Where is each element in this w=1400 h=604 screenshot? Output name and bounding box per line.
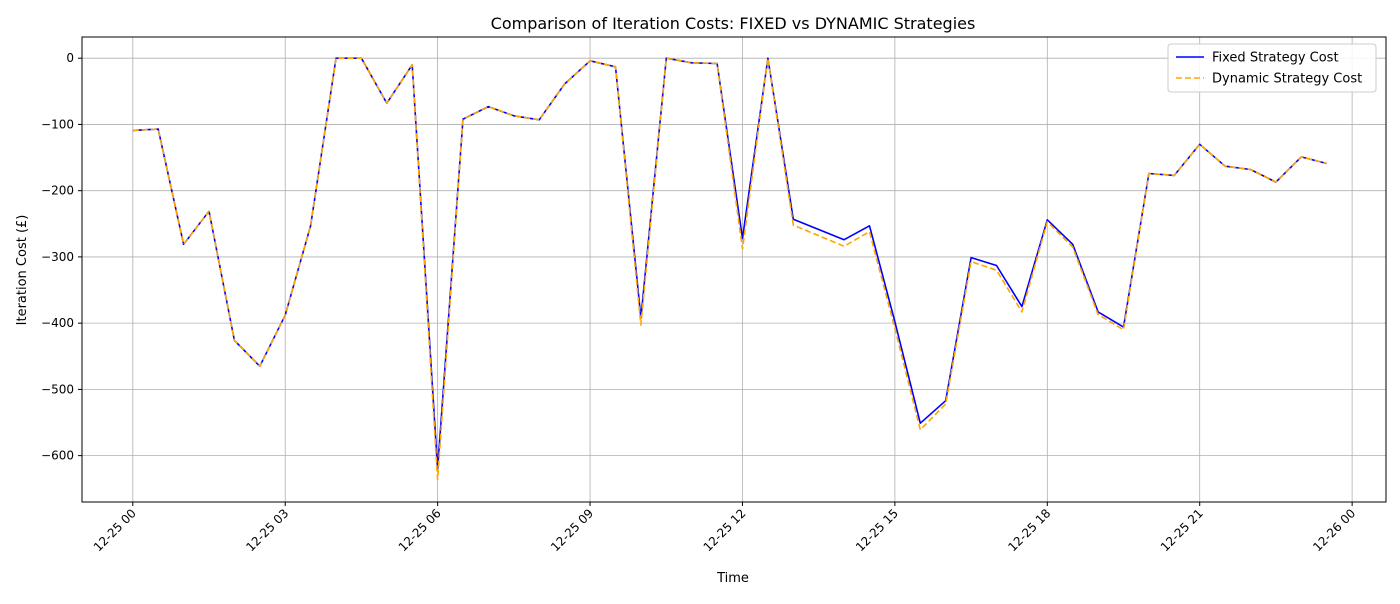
grid xyxy=(82,37,1386,502)
x-tick-label: 12-25 09 xyxy=(548,506,596,554)
x-tick-label: 12-25 12 xyxy=(701,506,749,554)
series-line-dynamic xyxy=(132,57,1327,481)
x-tick-label: 12-25 15 xyxy=(853,506,901,554)
legend: Fixed Strategy Cost Dynamic Strategy Cost xyxy=(1167,43,1377,93)
y-tick-label: −300 xyxy=(41,250,74,264)
plot-area-frame xyxy=(81,36,1387,503)
legend-label: Dynamic Strategy Cost xyxy=(1212,72,1362,87)
y-tick-label: −200 xyxy=(41,184,74,198)
x-axis-label: Time xyxy=(716,571,749,586)
y-tick-label: −600 xyxy=(41,449,74,463)
y-tick-label: −100 xyxy=(41,117,74,131)
x-axis-ticks: 12-25 00 12-25 03 12-25 06 12-25 09 12-25 12… xyxy=(91,502,1358,554)
series-line-fixed xyxy=(132,57,1327,470)
y-tick-label: −500 xyxy=(41,382,74,396)
x-tick-label: 12-25 06 xyxy=(396,506,444,554)
y-axis-ticks: 0 −100 −200 −300 −400 −500 −600 xyxy=(41,51,82,463)
x-tick-label: 12-25 18 xyxy=(1005,506,1053,554)
x-tick-label: 12-25 03 xyxy=(243,506,291,554)
x-tick-label: 12-25 21 xyxy=(1158,506,1206,554)
legend-box xyxy=(1167,43,1377,93)
x-tick-label: 12-26 00 xyxy=(1310,506,1358,554)
chart-title: Comparison of Iteration Costs: FIXED vs … xyxy=(491,14,976,33)
series-lines xyxy=(132,57,1327,481)
x-tick-label: 12-25 00 xyxy=(91,506,139,554)
legend-label: Fixed Strategy Cost xyxy=(1212,51,1339,66)
y-axis-label: Iteration Cost (£) xyxy=(15,215,30,326)
y-tick-label: −400 xyxy=(41,316,74,330)
y-tick-label: 0 xyxy=(66,51,74,65)
